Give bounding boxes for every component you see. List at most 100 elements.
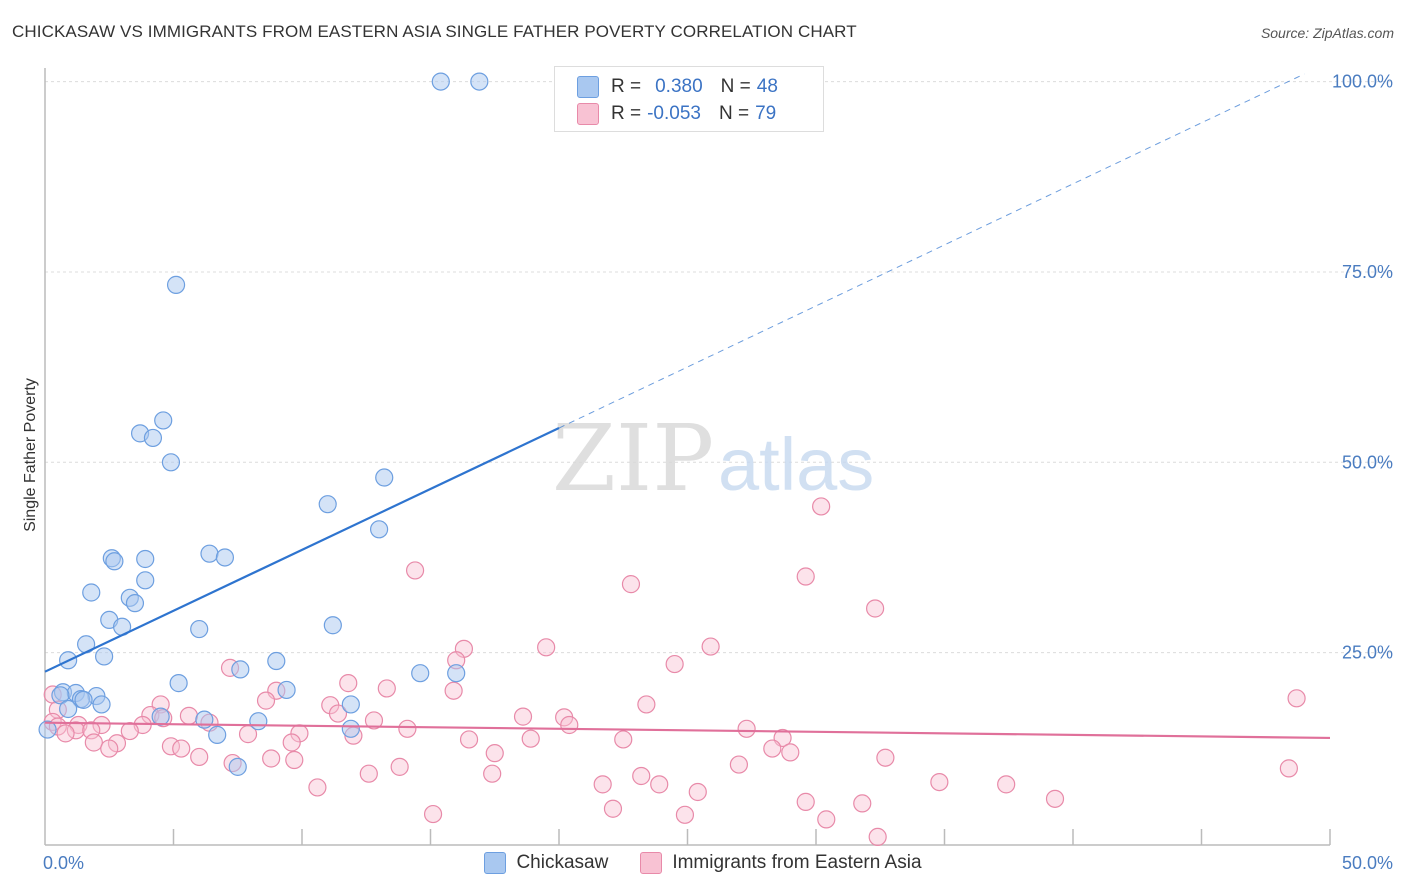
immigrants-point bbox=[405, 561, 425, 580]
legend-n-label: N = bbox=[720, 76, 751, 97]
immigrants-point bbox=[262, 749, 281, 768]
immigrants-point bbox=[459, 730, 479, 749]
immigrants-point bbox=[256, 691, 276, 710]
chickasaw-point bbox=[215, 548, 234, 567]
chickasaw-point bbox=[74, 690, 93, 709]
immigrants-point bbox=[603, 799, 623, 818]
x-tick-label: 0.0% bbox=[43, 853, 84, 873]
chickasaw-point bbox=[375, 468, 394, 487]
y-axis-label: Single Father Poverty bbox=[22, 378, 39, 532]
tick-labels: 25.0% 50.0% 75.0% 100.0% 0.0% 50.0% bbox=[43, 72, 1393, 873]
y-tick-label: 100.0% bbox=[1332, 72, 1393, 92]
legend-r-label: R = bbox=[611, 76, 642, 97]
chickasaw-point bbox=[105, 552, 124, 571]
immigrants-point bbox=[866, 599, 885, 618]
immigrants-point bbox=[56, 724, 75, 743]
series-legend: Chickasaw Immigrants from Eastern Asia bbox=[0, 852, 1406, 874]
chickasaw-point bbox=[341, 719, 360, 738]
immigrants-point bbox=[675, 805, 695, 824]
chickasaw-point bbox=[136, 549, 155, 569]
immigrants-point bbox=[593, 775, 612, 794]
chickasaw-point bbox=[125, 594, 145, 613]
immigrants-point bbox=[614, 730, 633, 749]
chickasaw-point bbox=[95, 647, 114, 666]
chickasaw-point bbox=[447, 664, 466, 683]
immigrants-point bbox=[763, 739, 782, 758]
legend-r-value: -0.053 bbox=[647, 103, 701, 124]
legend-swatch-chickasaw bbox=[577, 76, 599, 98]
legend-swatch-chickasaw bbox=[484, 852, 507, 874]
immigrants-point bbox=[781, 743, 800, 762]
immigrants-point bbox=[665, 654, 684, 674]
immigrants-trendline bbox=[44, 721, 1331, 740]
chickasaw-point bbox=[166, 275, 186, 294]
immigrants-point bbox=[868, 827, 887, 847]
y-tick-label: 50.0% bbox=[1342, 452, 1393, 472]
immigrants-point bbox=[92, 715, 111, 735]
immigrants-point bbox=[423, 804, 443, 824]
chickasaw-point bbox=[161, 453, 181, 472]
chickasaw-point bbox=[151, 707, 170, 726]
chickasaw-point bbox=[190, 619, 209, 639]
legend-label-immigrants: Immigrants from Eastern Asia bbox=[672, 852, 922, 873]
legend-row-immigrants: R = -0.053 N = 79 bbox=[577, 101, 776, 127]
legend-item-chickasaw: Chickasaw bbox=[484, 852, 608, 874]
immigrants-point bbox=[621, 575, 641, 594]
immigrants-point bbox=[796, 792, 815, 811]
chickasaw-point bbox=[169, 674, 188, 693]
immigrants-point bbox=[637, 695, 656, 714]
chickasaw-point bbox=[431, 72, 450, 91]
immigrants-point bbox=[930, 772, 949, 792]
legend-r-label: R = bbox=[611, 103, 642, 124]
grid-lines bbox=[45, 81, 1395, 654]
immigrants-point bbox=[398, 719, 417, 738]
chickasaw-point bbox=[411, 664, 430, 683]
immigrants-point bbox=[308, 778, 327, 797]
y-tick-label: 25.0% bbox=[1342, 643, 1393, 663]
chickasaw-point bbox=[200, 544, 219, 563]
immigrants-point bbox=[737, 719, 756, 738]
immigrants-point bbox=[120, 721, 139, 741]
watermark-zip: ZIP bbox=[552, 405, 714, 512]
immigrants-point bbox=[190, 747, 209, 767]
immigrants-point bbox=[390, 757, 409, 776]
y-tick-label: 75.0% bbox=[1342, 262, 1393, 282]
chickasaw-point bbox=[143, 428, 163, 448]
chickasaw-point bbox=[154, 411, 173, 430]
watermark: ZIP atlas bbox=[552, 405, 874, 512]
chickasaw-point bbox=[318, 495, 337, 514]
legend-item-immigrants: Immigrants from Eastern Asia bbox=[640, 852, 922, 874]
chickasaw-point bbox=[208, 725, 227, 744]
immigrants-point bbox=[817, 810, 836, 829]
chickasaw-trendline-extension bbox=[558, 73, 1305, 429]
chickasaw-point bbox=[92, 695, 111, 714]
chickasaw-point bbox=[267, 651, 286, 671]
immigrants-point bbox=[66, 721, 85, 740]
immigrants-point bbox=[285, 750, 304, 770]
immigrants-point bbox=[444, 681, 463, 700]
immigrants-point bbox=[364, 711, 384, 730]
immigrants-point bbox=[513, 707, 533, 726]
legend-swatch-immigrants bbox=[577, 103, 599, 125]
x-tick-label: 50.0% bbox=[1342, 853, 1393, 873]
immigrants-point bbox=[632, 766, 651, 786]
immigrants-point bbox=[339, 674, 358, 693]
immigrants-point bbox=[359, 764, 378, 783]
chickasaw-point bbox=[51, 686, 70, 705]
chickasaw-trendline bbox=[44, 427, 560, 673]
immigrants-point bbox=[650, 775, 669, 794]
immigrants-point bbox=[485, 744, 504, 763]
chickasaw-point bbox=[249, 712, 268, 731]
legend-swatch-immigrants bbox=[640, 852, 663, 874]
axes bbox=[44, 68, 1331, 846]
immigrants-point bbox=[377, 679, 396, 698]
legend-n-value: 79 bbox=[755, 103, 777, 124]
immigrants-point bbox=[812, 497, 831, 516]
chickasaw-points bbox=[38, 72, 489, 776]
chickasaw-point bbox=[82, 583, 101, 602]
legend-r-value: 0.380 bbox=[655, 76, 703, 97]
immigrants-point bbox=[282, 733, 301, 752]
immigrants-point bbox=[1279, 759, 1298, 778]
source-credit: Source: ZipAtlas.com bbox=[1260, 25, 1394, 41]
immigrants-point bbox=[483, 764, 502, 783]
